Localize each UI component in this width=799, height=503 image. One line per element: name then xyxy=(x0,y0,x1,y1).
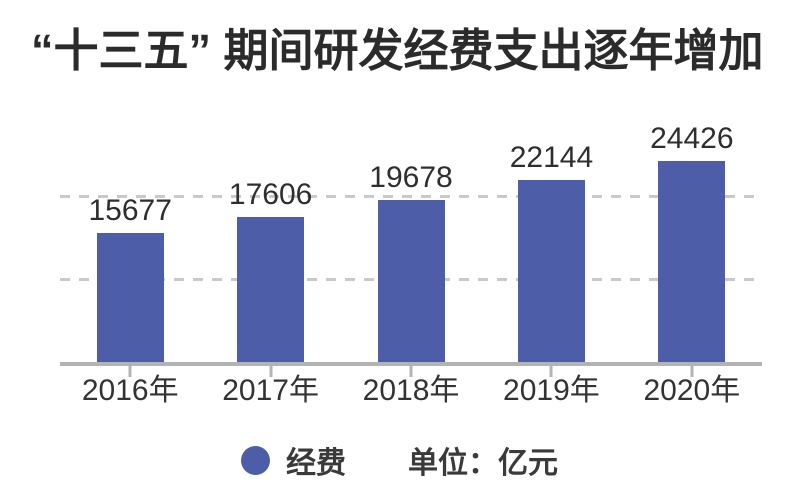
axis-tick xyxy=(128,366,132,377)
bar-2016年 xyxy=(96,232,164,362)
bar-value-label: 19678 xyxy=(369,161,453,194)
x-axis-label-2017年: 2017年 xyxy=(222,374,319,407)
bar-value-label: 15677 xyxy=(88,193,172,227)
axis-tick xyxy=(269,366,273,377)
x-axis-label-2018年: 2018年 xyxy=(362,374,460,407)
legend: 经费 单位：亿元 xyxy=(0,438,799,482)
legend-series-label: 经费 xyxy=(286,447,346,480)
bar-group-2019年: 22144 xyxy=(481,115,621,377)
legend-marker-icon xyxy=(241,445,270,475)
bar-2020年 xyxy=(658,160,726,362)
bar-group-2020年: 24426 xyxy=(622,115,762,377)
axis-tick xyxy=(549,366,553,377)
plot-area: 15677 17606 19678 22144 24426 xyxy=(60,115,762,377)
bar-value-label: 17606 xyxy=(228,178,313,212)
bar-group-2017年: 17606 xyxy=(200,115,340,377)
bar-group-2016年: 15677 xyxy=(60,115,200,377)
x-axis-label-2019年: 2019年 xyxy=(503,374,600,407)
axis-tick xyxy=(409,366,413,377)
axis-tick xyxy=(690,366,694,377)
unit-label: 单位：亿元 xyxy=(408,447,558,480)
x-axis-labels: 2016年 2017年 2018年 2019年 2020年 xyxy=(60,373,762,409)
chart-title: “十三五” 期间研发经费支出逐年增加 xyxy=(31,25,764,76)
bar-value-label: 22144 xyxy=(509,140,594,174)
x-axis-label-2020年: 2020年 xyxy=(643,374,741,407)
bar-2019年 xyxy=(517,179,585,362)
bar-2017年 xyxy=(237,217,305,362)
bar-value-label: 24426 xyxy=(650,121,734,155)
bar-2018年 xyxy=(377,200,445,362)
x-axis-label-2016年: 2016年 xyxy=(81,374,179,407)
gridline-20000 xyxy=(60,195,762,199)
bar-group-2018年: 19678 xyxy=(341,115,481,377)
bar-series: 15677 17606 19678 22144 24426 xyxy=(60,115,762,377)
